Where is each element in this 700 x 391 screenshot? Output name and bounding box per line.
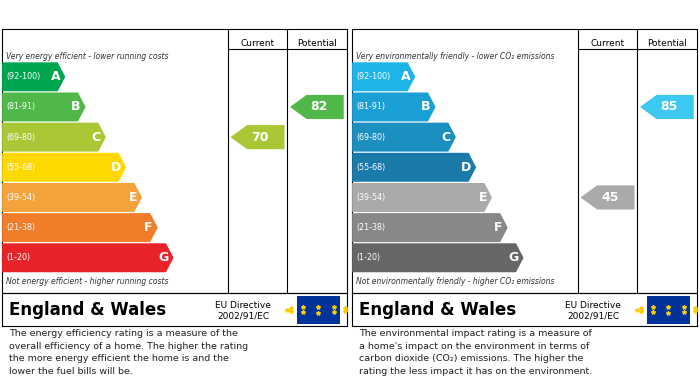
Polygon shape — [290, 95, 344, 119]
Polygon shape — [2, 183, 142, 212]
Text: (81-91): (81-91) — [356, 102, 386, 111]
Text: Environmental Impact (CO₂) Rating: Environmental Impact (CO₂) Rating — [357, 8, 603, 21]
Text: B: B — [71, 100, 80, 113]
Text: England & Wales: England & Wales — [9, 301, 166, 319]
Polygon shape — [2, 153, 126, 182]
Text: Not energy efficient - higher running costs: Not energy efficient - higher running co… — [6, 278, 168, 287]
Polygon shape — [2, 213, 158, 242]
Text: The environmental impact rating is a measure of
a home's impact on the environme: The environmental impact rating is a mea… — [359, 329, 592, 376]
Polygon shape — [352, 62, 415, 91]
Text: EU Directive: EU Directive — [565, 301, 621, 310]
Polygon shape — [352, 93, 435, 122]
Text: (81-91): (81-91) — [6, 102, 36, 111]
Text: A: A — [50, 70, 60, 83]
Text: Very environmentally friendly - lower CO₂ emissions: Very environmentally friendly - lower CO… — [356, 52, 554, 61]
Text: 2002/91/EC: 2002/91/EC — [567, 311, 620, 320]
Text: (92-100): (92-100) — [356, 72, 391, 81]
FancyBboxPatch shape — [297, 296, 340, 324]
Text: 82: 82 — [311, 100, 328, 113]
Polygon shape — [352, 153, 476, 182]
Text: F: F — [144, 221, 153, 234]
Text: (92-100): (92-100) — [6, 72, 41, 81]
Text: Not environmentally friendly - higher CO₂ emissions: Not environmentally friendly - higher CO… — [356, 278, 554, 287]
Text: (21-38): (21-38) — [6, 223, 36, 232]
Text: G: G — [158, 251, 169, 264]
Polygon shape — [352, 243, 524, 272]
Text: A: A — [400, 70, 410, 83]
Text: (55-68): (55-68) — [6, 163, 36, 172]
Text: Potential: Potential — [647, 39, 687, 48]
Polygon shape — [352, 213, 508, 242]
Text: The energy efficiency rating is a measure of the
overall efficiency of a home. T: The energy efficiency rating is a measur… — [9, 329, 248, 376]
Text: England & Wales: England & Wales — [359, 301, 516, 319]
Text: 45: 45 — [601, 191, 619, 204]
Text: Current: Current — [590, 39, 624, 48]
Text: (69-80): (69-80) — [356, 133, 386, 142]
Text: (1-20): (1-20) — [6, 253, 30, 262]
Polygon shape — [2, 123, 106, 152]
Polygon shape — [2, 62, 65, 91]
Text: C: C — [92, 131, 101, 143]
Text: (39-54): (39-54) — [356, 193, 386, 202]
Text: G: G — [508, 251, 519, 264]
Polygon shape — [2, 243, 174, 272]
Text: E: E — [478, 191, 487, 204]
Polygon shape — [352, 183, 492, 212]
Text: 2002/91/EC: 2002/91/EC — [217, 311, 270, 320]
Text: D: D — [461, 161, 471, 174]
Text: C: C — [442, 131, 451, 143]
Text: EU Directive: EU Directive — [215, 301, 271, 310]
Text: D: D — [111, 161, 121, 174]
Text: Energy Efficiency Rating: Energy Efficiency Rating — [7, 8, 179, 21]
Polygon shape — [352, 123, 456, 152]
Text: 70: 70 — [251, 131, 269, 143]
Text: Current: Current — [240, 39, 274, 48]
Text: E: E — [128, 191, 137, 204]
Text: F: F — [494, 221, 503, 234]
Text: (1-20): (1-20) — [356, 253, 380, 262]
Text: (21-38): (21-38) — [356, 223, 386, 232]
FancyBboxPatch shape — [647, 296, 690, 324]
Text: B: B — [421, 100, 430, 113]
Text: (39-54): (39-54) — [6, 193, 36, 202]
Polygon shape — [2, 93, 85, 122]
Text: Potential: Potential — [297, 39, 337, 48]
Polygon shape — [640, 95, 694, 119]
Text: 85: 85 — [661, 100, 678, 113]
Text: (55-68): (55-68) — [356, 163, 386, 172]
Text: Very energy efficient - lower running costs: Very energy efficient - lower running co… — [6, 52, 168, 61]
Polygon shape — [230, 125, 284, 149]
Polygon shape — [580, 185, 634, 210]
Text: (69-80): (69-80) — [6, 133, 36, 142]
